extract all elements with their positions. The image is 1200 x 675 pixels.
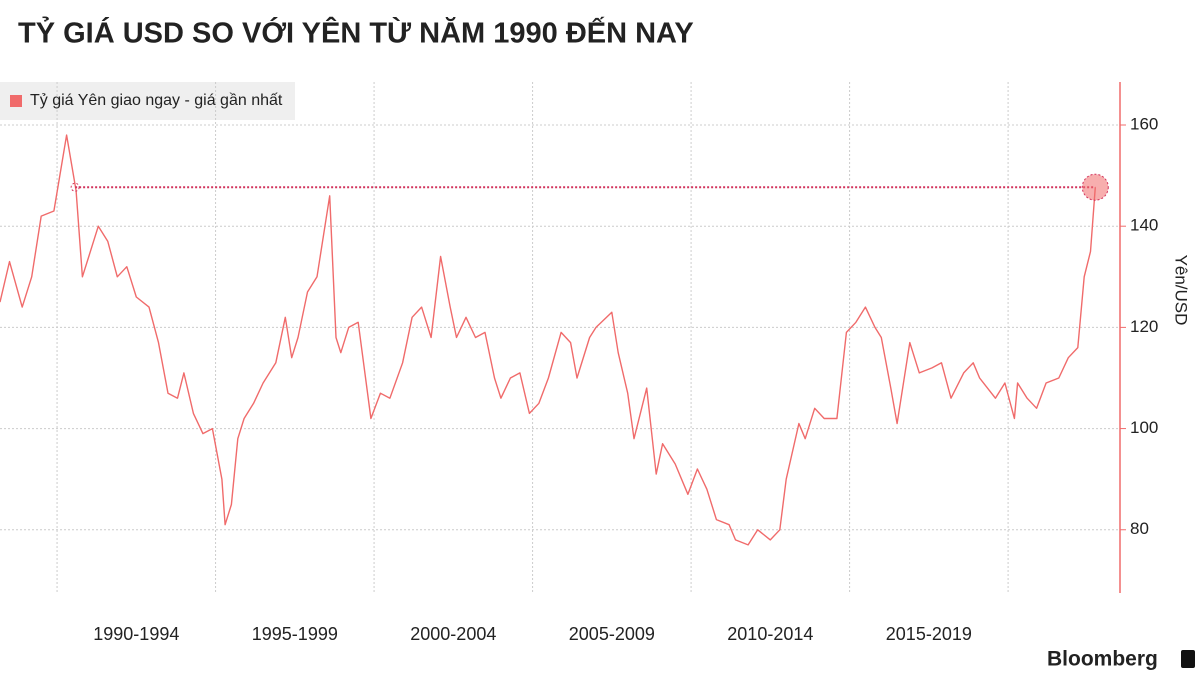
y-tick-label: 140 — [1130, 216, 1158, 235]
source: Bloomberg — [1047, 648, 1158, 671]
x-tick-label: 2000-2004 — [410, 624, 496, 644]
x-tick-label: 1995-1999 — [252, 624, 338, 644]
chart-title: TỶ GIÁ USD SO VỚI YÊN TỪ NĂM 1990 ĐẾN NA… — [18, 16, 694, 50]
x-tick-label: 2010-2014 — [727, 624, 813, 644]
legend-label: Tỷ giá Yên giao ngay - giá gần nhất — [30, 92, 283, 109]
y-tick-label: 80 — [1130, 519, 1149, 538]
y-tick-label: 160 — [1130, 114, 1158, 133]
logo-icon — [1181, 650, 1195, 668]
x-tick-label: 2015-2019 — [886, 624, 972, 644]
latest-point — [1081, 173, 1109, 201]
legend-swatch — [10, 95, 22, 107]
y-tick-label: 120 — [1130, 317, 1158, 336]
y-axis-label: Yên/USD — [1172, 255, 1191, 326]
series-line — [0, 134, 1096, 546]
reference-point — [70, 182, 80, 192]
legend-box — [0, 82, 295, 120]
y-tick-label: 100 — [1130, 418, 1158, 437]
x-tick-label: 2005-2009 — [569, 624, 655, 644]
x-tick-label: 1990-1994 — [93, 624, 179, 644]
